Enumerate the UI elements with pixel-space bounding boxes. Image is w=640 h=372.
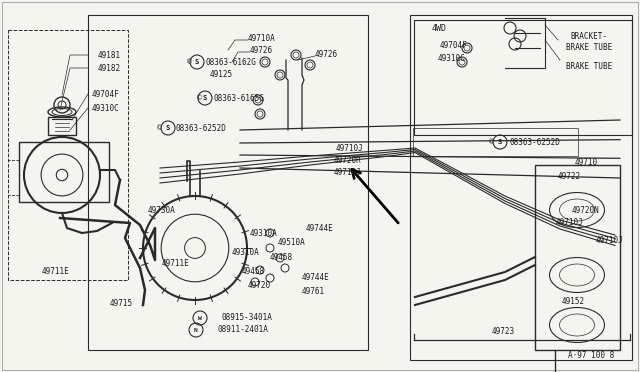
Bar bbox=[410, 15, 632, 360]
Text: S: S bbox=[166, 125, 170, 131]
Text: 49722: 49722 bbox=[558, 171, 581, 180]
Text: A·97 100 8: A·97 100 8 bbox=[568, 352, 614, 360]
Text: 08911-2401A: 08911-2401A bbox=[218, 326, 269, 334]
Text: BRACKET-: BRACKET- bbox=[570, 32, 607, 41]
Text: 08363-6252D: 08363-6252D bbox=[176, 124, 227, 132]
Text: 49711E: 49711E bbox=[162, 260, 189, 269]
Text: 49710J: 49710J bbox=[334, 167, 362, 176]
Text: 49710J: 49710J bbox=[596, 235, 624, 244]
Text: 49182: 49182 bbox=[98, 64, 121, 73]
Text: 49310C: 49310C bbox=[92, 103, 120, 112]
Text: W: W bbox=[198, 315, 202, 321]
Text: 49723: 49723 bbox=[492, 327, 515, 337]
Text: S: S bbox=[498, 139, 502, 145]
Text: ©: © bbox=[186, 59, 193, 65]
Bar bbox=[413, 128, 578, 156]
Text: 49761: 49761 bbox=[302, 288, 325, 296]
Text: 49704F: 49704F bbox=[92, 90, 120, 99]
Bar bbox=[8, 30, 128, 280]
Text: 49710J: 49710J bbox=[556, 218, 584, 227]
Text: 49711E: 49711E bbox=[42, 267, 70, 276]
Text: 4WD: 4WD bbox=[432, 23, 447, 32]
Text: 49510A: 49510A bbox=[278, 237, 306, 247]
Text: 49310A: 49310A bbox=[232, 247, 260, 257]
Text: 08363-6252D: 08363-6252D bbox=[510, 138, 561, 147]
Text: BRAKE TUBE: BRAKE TUBE bbox=[566, 61, 612, 71]
Bar bbox=[535, 165, 620, 350]
Text: 49710J: 49710J bbox=[336, 144, 364, 153]
Text: ©: © bbox=[196, 95, 204, 101]
Text: N: N bbox=[194, 327, 198, 333]
Text: 49710: 49710 bbox=[575, 157, 598, 167]
Text: S: S bbox=[195, 59, 199, 65]
Text: 49744E: 49744E bbox=[306, 224, 333, 232]
Text: 49710A: 49710A bbox=[248, 33, 276, 42]
Text: ©: © bbox=[156, 125, 164, 131]
Text: 49720R: 49720R bbox=[334, 155, 362, 164]
Text: 08915-3401A: 08915-3401A bbox=[222, 314, 273, 323]
Bar bbox=[414, 20, 632, 135]
Text: BRAKE TUBE: BRAKE TUBE bbox=[566, 42, 612, 51]
Text: 49744E: 49744E bbox=[302, 273, 330, 282]
Text: S: S bbox=[203, 95, 207, 101]
Text: 49125: 49125 bbox=[210, 70, 233, 78]
Text: 49726: 49726 bbox=[250, 45, 273, 55]
Bar bbox=[48, 117, 76, 135]
Text: 49310C: 49310C bbox=[438, 54, 466, 62]
Text: 49458: 49458 bbox=[242, 267, 265, 276]
Text: 49310A: 49310A bbox=[250, 228, 278, 237]
Text: 49181: 49181 bbox=[98, 51, 121, 60]
Text: 49458: 49458 bbox=[270, 253, 293, 262]
Text: 49152: 49152 bbox=[562, 298, 585, 307]
Text: 49720: 49720 bbox=[248, 280, 271, 289]
Text: ©: © bbox=[488, 139, 495, 145]
Bar bbox=[88, 15, 368, 350]
Text: 49715: 49715 bbox=[110, 299, 133, 308]
Text: 08363-6162G: 08363-6162G bbox=[205, 58, 256, 67]
Text: 49726: 49726 bbox=[315, 49, 338, 58]
Bar bbox=[19, 142, 109, 202]
Text: 49720N: 49720N bbox=[572, 205, 600, 215]
Text: 49704F: 49704F bbox=[440, 41, 468, 49]
Text: 08363-6165G: 08363-6165G bbox=[214, 93, 265, 103]
Text: 49730A: 49730A bbox=[148, 205, 176, 215]
